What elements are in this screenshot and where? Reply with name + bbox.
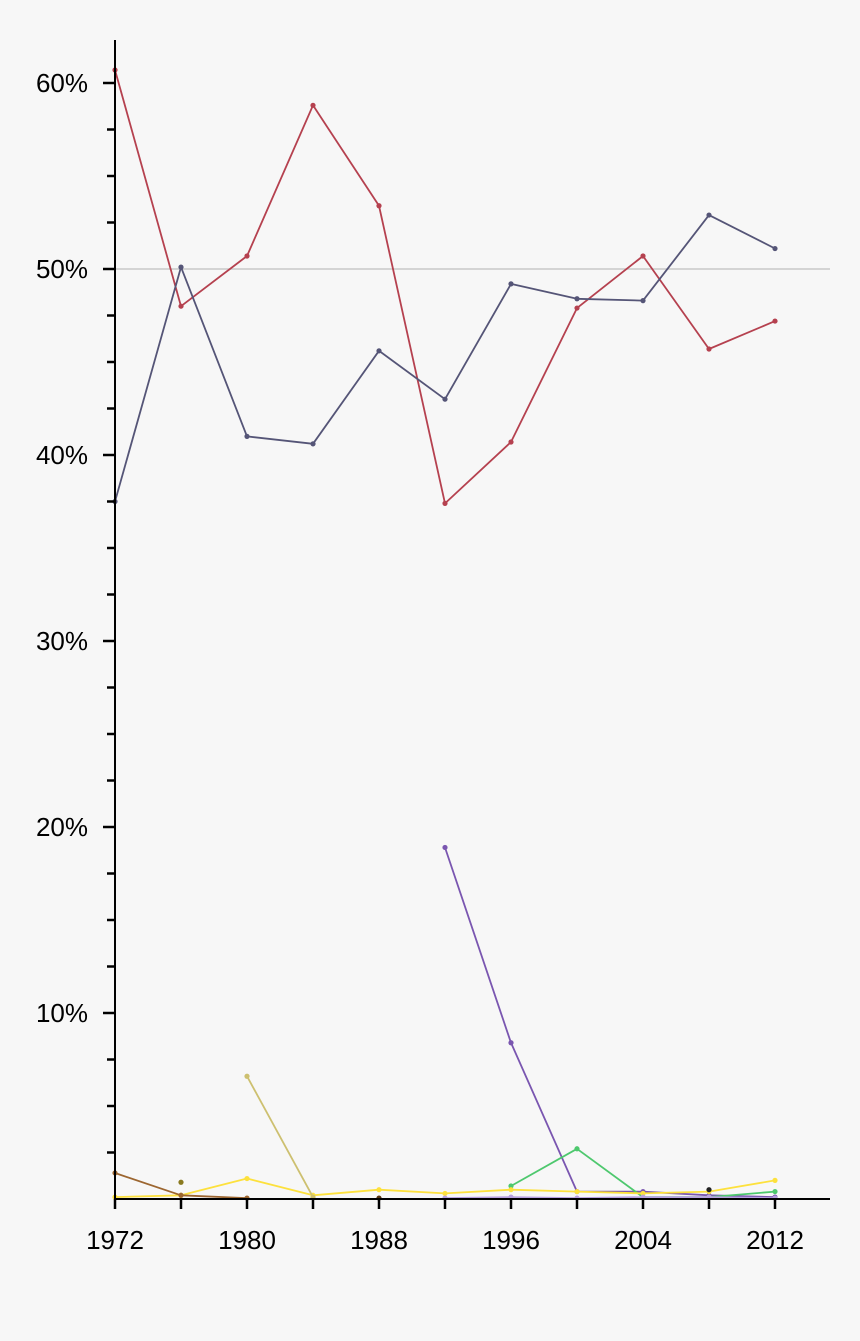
series-1-point-10 [706,346,712,352]
series-1-point-8 [574,305,580,311]
series-10 [706,1187,712,1193]
series-1 [112,67,778,506]
x-tick-label: 2004 [614,1225,672,1255]
series-2-point-11 [772,245,778,252]
series-2-line [114,214,776,502]
tick-labels-layer: 10% 20% 30% 40% 50% 60% 1972 1980 1988 1996 2004 20… [36,68,804,1255]
series-5-point-3 [244,1175,250,1182]
series-6-line [246,1075,314,1198]
series-layer [112,67,778,1201]
series-2-point-4 [310,441,316,447]
series-2-point-6 [442,396,448,402]
series-8-line [444,1196,776,1199]
series-2-point-8 [574,296,580,302]
series-9 [178,1179,184,1185]
series-2-point-5 [376,348,382,354]
series-2-point-3 [244,433,250,439]
series-1-point-3 [244,253,250,259]
series-2-point-10 [706,212,712,218]
series-2-point-9 [640,298,646,304]
series-4-point-5 [772,1188,778,1195]
y-tick-label: 40% [36,440,88,470]
x-tick-label: 1980 [218,1225,276,1255]
x-tick-label: 1988 [350,1225,408,1255]
x-tick-label: 1972 [86,1225,144,1255]
y-tick-label: 20% [36,812,88,842]
series-5-point-7 [508,1187,514,1193]
series-1-point-11 [772,318,778,324]
y-tick-label: 60% [36,68,88,98]
series-5-point-9 [640,1190,646,1197]
series-1-point-5 [376,203,382,209]
series-2 [112,212,778,505]
y-tick-label: 10% [36,998,88,1028]
series-1-point-9 [640,253,646,259]
series-10-point-1 [706,1187,712,1193]
series-4-point-2 [574,1146,580,1152]
series-2-point-7 [508,281,514,287]
series-3-point-1 [442,844,448,851]
series-5-point-8 [574,1188,580,1195]
series-5-point-6 [442,1190,448,1197]
series-4-point-1 [508,1183,514,1189]
axes-layer [103,40,830,1209]
series-1-point-6 [442,500,448,506]
series-2-point-2 [178,264,184,270]
series-7-point-2 [178,1192,184,1198]
series-1-point-2 [178,303,184,309]
x-tick-label: 2012 [746,1225,804,1255]
series-6-point-1 [244,1073,250,1079]
y-tick-label: 30% [36,626,88,656]
series-3-point-2 [508,1040,514,1046]
series-9-point-1 [178,1179,184,1185]
series-5-point-11 [772,1177,778,1183]
y-tick-label: 50% [36,254,88,284]
series-3-line [444,847,776,1198]
series-3 [442,844,778,1200]
series-1-line [114,69,776,505]
series-5-point-5 [376,1187,382,1193]
series-1-point-7 [508,439,514,445]
x-tick-label: 1996 [482,1225,540,1255]
series-1-point-4 [310,102,316,108]
